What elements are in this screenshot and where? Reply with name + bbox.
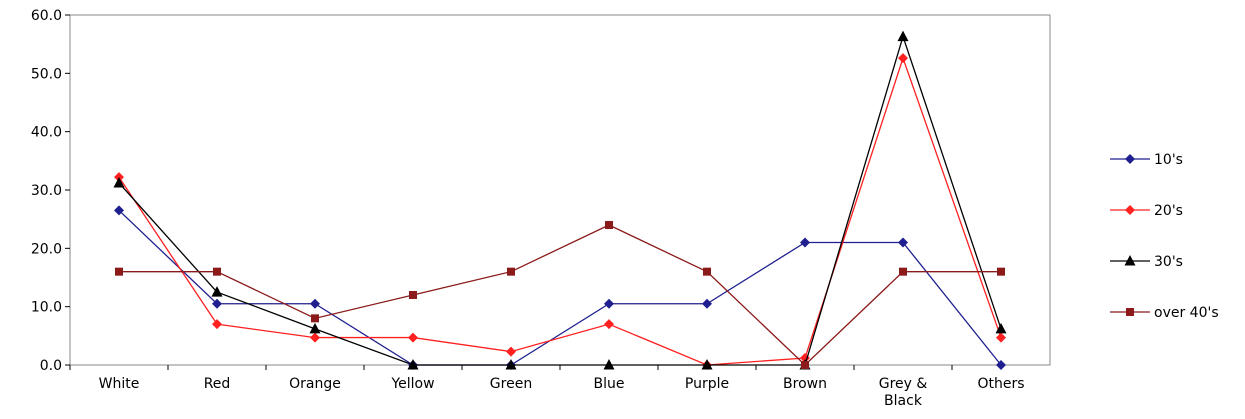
data-point (801, 361, 809, 369)
series-3 (115, 221, 1005, 369)
data-point (701, 359, 713, 370)
series-line (119, 224, 1001, 366)
legend-marker (1126, 308, 1134, 316)
series-line (118, 34, 1002, 366)
legend-marker (1124, 255, 1136, 266)
data-point (212, 319, 222, 330)
x-tick-label: Brown (783, 376, 827, 392)
data-point (505, 359, 517, 370)
legend-label: 30's (1154, 254, 1183, 270)
legend-item: 30's (1110, 254, 1183, 270)
y-axis: 0.0 10.0 20.0 30.0 40.0 50.0 60.0 (31, 8, 70, 374)
data-point (605, 221, 613, 229)
series-line (118, 56, 1002, 366)
data-point (409, 291, 417, 299)
data-point (703, 267, 711, 276)
x-tick-label: Orange (289, 376, 341, 392)
x-tick-label: Yellow (390, 376, 434, 392)
data-point (506, 346, 516, 357)
data-point (113, 177, 125, 188)
data-point (115, 267, 123, 276)
data-point (310, 298, 320, 309)
x-tick-label: Blue (594, 376, 625, 392)
series-layer (113, 30, 1007, 370)
y-tick-label: 50.0 (31, 66, 62, 82)
y-tick-label: 60.0 (31, 8, 62, 24)
data-point (997, 267, 1005, 276)
legend-item: over 40's (1110, 305, 1219, 321)
data-point (996, 332, 1006, 343)
data-point (309, 322, 321, 334)
data-point (898, 53, 908, 64)
data-point (211, 286, 223, 297)
series-line (118, 209, 1002, 366)
x-axis: White Red Orange Yellow Green Blue Purple Brown… (69, 365, 1025, 409)
legend-marker (1125, 154, 1135, 164)
data-point (213, 267, 221, 276)
legend-item: 20's (1110, 203, 1183, 219)
legend: 10's 20's 30's over 40's (1110, 152, 1219, 321)
y-tick-label: 20.0 (31, 241, 62, 257)
x-tick-label: White (99, 376, 140, 392)
data-point (996, 360, 1006, 370)
data-point (995, 322, 1007, 334)
y-tick-label: 0.0 (40, 358, 62, 374)
data-point (114, 205, 124, 216)
data-point (897, 30, 909, 42)
data-point (212, 298, 222, 309)
plot-area (69, 14, 1051, 366)
data-point (603, 359, 615, 370)
legend-label: over 40's (1154, 305, 1219, 321)
y-tick-label: 10.0 (31, 300, 62, 316)
x-tick-label: Others (977, 376, 1024, 392)
data-point (604, 298, 614, 309)
data-point (311, 314, 319, 323)
data-point (702, 298, 712, 309)
x-tick-label: Grey & Black (879, 376, 928, 409)
legend-label: 20's (1154, 203, 1183, 219)
legend-label: 10's (1154, 152, 1183, 168)
x-tick-label: Green (490, 376, 532, 392)
data-point (408, 332, 418, 343)
data-point (310, 332, 320, 343)
data-point (898, 237, 908, 248)
legend-marker (1125, 205, 1135, 215)
data-point (899, 267, 907, 276)
y-tick-label: 30.0 (31, 183, 62, 199)
data-point (507, 267, 515, 276)
legend-item: 10's (1110, 152, 1183, 168)
x-tick-label: Purple (685, 376, 729, 392)
x-tick-label: Red (204, 376, 231, 392)
y-tick-label: 40.0 (31, 125, 62, 141)
data-point (604, 319, 614, 330)
data-point (800, 237, 810, 248)
data-point (407, 359, 419, 370)
